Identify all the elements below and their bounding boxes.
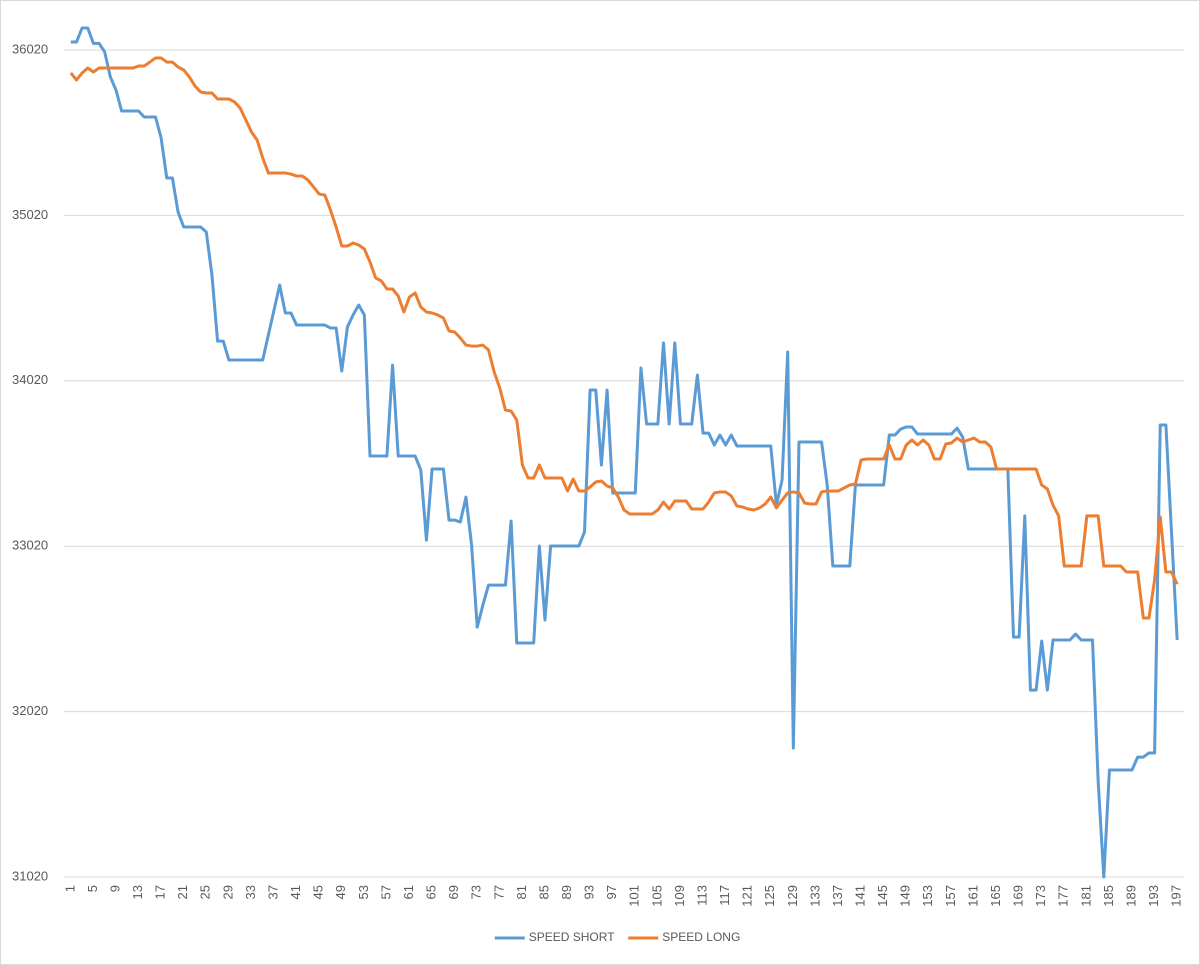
x-tick-label: 21	[175, 885, 190, 899]
x-tick-label: 113	[694, 885, 709, 906]
x-tick-label: 41	[288, 885, 303, 899]
x-tick-label: 105	[649, 885, 664, 907]
y-tick-label: 36020	[12, 41, 48, 56]
legend-label: SPEED LONG	[662, 930, 740, 944]
x-tick-label: 49	[333, 885, 348, 899]
x-tick-label: 13	[130, 885, 145, 899]
x-tick-label: 1	[62, 885, 77, 892]
x-tick-label: 189	[1123, 885, 1138, 907]
y-tick-label: 35020	[12, 207, 48, 222]
line-series	[70, 26, 1179, 879]
x-tick-label: 109	[672, 885, 687, 907]
x-tick-label: 17	[153, 885, 168, 899]
x-tick-label: 117	[717, 885, 732, 906]
x-tick-label: 45	[311, 885, 326, 899]
x-tick-label: 101	[627, 885, 642, 907]
x-tick-label: 137	[830, 885, 845, 907]
x-tick-label: 141	[853, 885, 868, 907]
y-tick-label: 33020	[12, 538, 48, 553]
x-tick-label: 53	[356, 885, 371, 899]
x-tick-label: 197	[1169, 885, 1184, 907]
x-tick-label: 69	[446, 885, 461, 899]
x-tick-label: 81	[514, 885, 529, 899]
x-tick-label: 65	[424, 885, 439, 899]
x-tick-label: 181	[1078, 885, 1093, 907]
y-tick-label: 32020	[12, 703, 48, 718]
x-tick-label: 125	[762, 885, 777, 907]
x-tick-label: 133	[807, 885, 822, 907]
x-tick-label: 121	[740, 885, 755, 907]
legend-label: SPEED SHORT	[529, 930, 615, 944]
x-tick-label: 77	[491, 885, 506, 899]
y-tick-label: 34020	[12, 372, 48, 387]
x-tick-label: 5	[85, 885, 100, 892]
x-tick-label: 73	[469, 885, 484, 899]
x-tick-label: 193	[1146, 885, 1161, 907]
x-tick-label: 177	[1056, 885, 1071, 907]
x-tick-label: 57	[378, 885, 393, 899]
x-tick-label: 173	[1033, 885, 1048, 907]
x-tick-label: 149	[898, 885, 913, 907]
x-tick-label: 89	[559, 885, 574, 899]
x-tick-label: 25	[198, 885, 213, 899]
y-tick-label: 31020	[12, 868, 48, 883]
x-tick-label: 61	[401, 885, 416, 899]
x-tick-label: 161	[965, 885, 980, 907]
x-tick-label: 129	[785, 885, 800, 907]
x-tick-label: 85	[536, 885, 551, 899]
line-series	[69, 56, 1179, 620]
x-tick-label: 29	[220, 885, 235, 899]
x-tick-label: 153	[920, 885, 935, 907]
x-tick-label: 37	[265, 885, 280, 899]
x-tick-label: 145	[875, 885, 890, 907]
x-tick-label: 157	[943, 885, 958, 907]
x-tick-label: 93	[582, 885, 597, 899]
x-tick-label: 185	[1101, 885, 1116, 907]
x-tick-label: 165	[988, 885, 1003, 907]
x-tick-label: 33	[243, 885, 258, 899]
x-tick-label: 97	[604, 885, 619, 899]
x-tick-label: 9	[107, 885, 122, 892]
x-tick-label: 169	[1011, 885, 1026, 907]
